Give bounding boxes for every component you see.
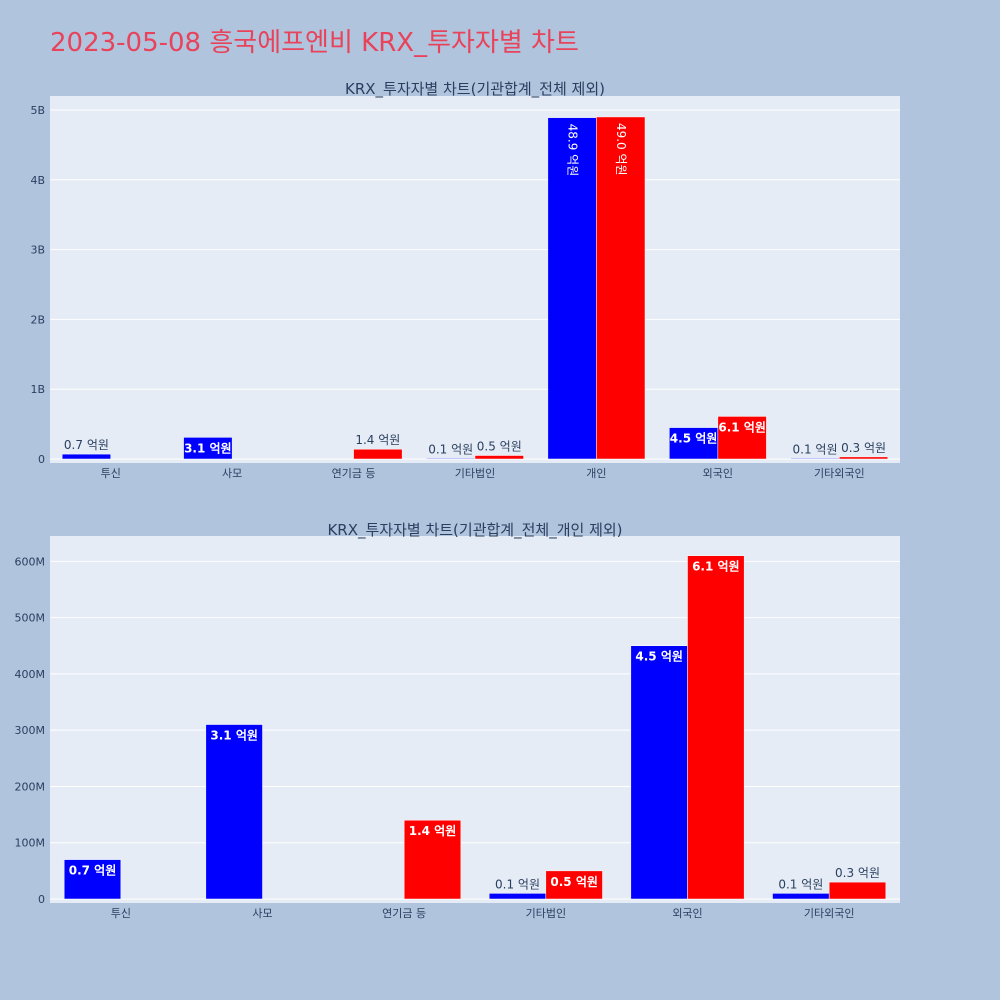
chart1-xtick-label: 연기금 등 xyxy=(332,467,376,480)
chart2-data-label: 0.5 억원 xyxy=(550,875,598,889)
chart1-title: KRX_투자자별 차트(기관합계_전체 제외) xyxy=(345,80,605,99)
chart1-xtick-label: 투신 xyxy=(101,467,121,480)
chart2-ytick-label: 500M xyxy=(15,612,46,625)
chart2-xtick-label: 외국인 xyxy=(672,907,702,920)
chart1-plot-area xyxy=(50,96,900,463)
chart2-bar xyxy=(545,870,603,900)
chart2-bar xyxy=(205,724,263,900)
chart1-xtick-label: 사모 xyxy=(222,467,242,480)
chart1-xtick-label: 기타외국인 xyxy=(814,467,865,480)
chart1-ytick-label: 1B xyxy=(30,383,45,396)
chart2-xtick-label: 사모 xyxy=(252,907,272,920)
chart1-bar xyxy=(474,455,524,460)
chart2-bar xyxy=(687,555,745,900)
chart2-bar xyxy=(63,859,122,900)
chart2-plot-area xyxy=(50,536,900,903)
chart1-data-label: 3.1 억원 xyxy=(184,441,232,455)
chart1-ytick-label: 0 xyxy=(38,453,45,466)
chart1-bar xyxy=(547,117,597,460)
chart2-xtick-label: 투신 xyxy=(111,907,131,920)
chart2-xtick-label: 기타외국인 xyxy=(804,907,855,920)
chart1-data-label: 48.9 억원 xyxy=(566,124,580,177)
chart2-bar xyxy=(630,645,688,900)
chart2-ytick-label: 400M xyxy=(15,668,46,681)
chart1-data-label: 0.1 억원 xyxy=(793,442,838,456)
chart1-data-label: 4.5 억원 xyxy=(670,432,718,446)
chart1-data-label: 49.0 억원 xyxy=(614,123,628,176)
chart1-bar xyxy=(61,453,111,460)
chart2-data-label: 0.1 억원 xyxy=(495,877,540,891)
chart1-bar xyxy=(839,456,889,460)
chart1-ytick-label: 5B xyxy=(30,104,45,117)
chart1-data-label: 0.7 억원 xyxy=(64,438,109,452)
chart1-bar xyxy=(426,458,476,460)
chart1-data-label: 0.1 억원 xyxy=(428,442,473,456)
chart2-xtick-label: 기타법인 xyxy=(526,907,566,920)
chart2-data-label: 0.1 억원 xyxy=(778,877,823,891)
chart2-bar xyxy=(772,893,830,900)
chart2-ytick-label: 200M xyxy=(15,780,46,793)
chart1-bar xyxy=(353,448,403,460)
chart2-ytick-label: 0 xyxy=(38,893,45,906)
chart2-title: KRX_투자자별 차트(기관합계_전체_개인 제외) xyxy=(327,521,622,540)
chart1-ytick-label: 2B xyxy=(30,313,45,326)
chart1-ytick-label: 3B xyxy=(30,244,45,257)
chart2-ytick-label: 300M xyxy=(15,724,46,737)
chart2-data-label: 4.5 억원 xyxy=(635,650,683,664)
chart2-bar xyxy=(488,893,547,900)
chart1-xtick-label: 외국인 xyxy=(703,467,733,480)
chart1-xtick-label: 개인 xyxy=(586,467,606,480)
chart2-xtick-label: 연기금 등 xyxy=(382,907,426,920)
chart2-data-label: 3.1 억원 xyxy=(210,729,258,743)
chart2-data-label: 0.3 억원 xyxy=(835,866,880,880)
chart1-bar xyxy=(183,437,233,460)
chart2-data-label: 0.7 억원 xyxy=(69,864,117,878)
chart1-data-label: 1.4 억원 xyxy=(355,433,400,447)
chart1-data-label: 0.3 억원 xyxy=(841,441,886,455)
chart1-data-label: 6.1 억원 xyxy=(718,420,766,434)
chart2-data-label: 1.4 억원 xyxy=(409,824,457,838)
chart1-bar xyxy=(717,416,767,460)
chart2-bar xyxy=(828,881,887,900)
chart2-bar xyxy=(403,819,462,900)
chart1-bar xyxy=(669,427,719,460)
chart1-bar xyxy=(790,458,840,460)
chart2-data-label: 6.1 억원 xyxy=(692,560,740,574)
chart1-data-label: 0.5 억원 xyxy=(477,440,522,454)
page-title: 2023-05-08 흥국에프엔비 KRX_투자자별 차트 xyxy=(50,28,579,58)
chart1-bar xyxy=(596,116,646,460)
chart1-xtick-label: 기타법인 xyxy=(455,467,495,480)
chart2-ytick-label: 100M xyxy=(15,837,46,850)
chart2-ytick-label: 600M xyxy=(15,555,46,568)
chart1-ytick-label: 4B xyxy=(30,174,45,187)
